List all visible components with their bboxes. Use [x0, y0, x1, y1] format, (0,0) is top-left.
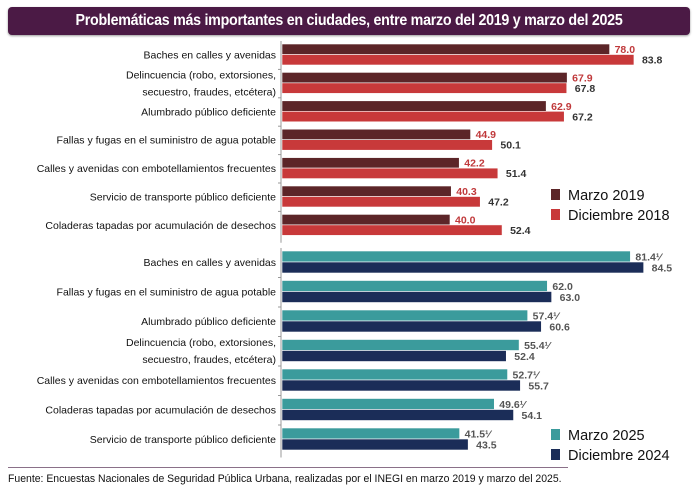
legend-swatch — [551, 429, 560, 440]
bar-diciembre-2018 — [281, 167, 499, 179]
category-label: Servicio de transporte público deficient… — [90, 192, 276, 204]
bar-diciembre-2024 — [281, 261, 644, 274]
data-label: 44.9 — [476, 129, 497, 141]
category-label: Delincuencia (robo, extorsiones, — [126, 337, 276, 349]
data-label: 78.0 — [615, 44, 636, 56]
bar-marzo-2019 — [281, 72, 568, 84]
data-label: 84.5 — [652, 263, 673, 275]
data-label: 50.1 — [500, 140, 521, 152]
category-label: Coladeras tapadas por acumulación de des… — [45, 405, 276, 417]
bar-marzo-2025 — [281, 309, 528, 322]
bar-marzo-2025 — [281, 339, 520, 351]
footer-divider — [8, 467, 568, 468]
data-label: 62.0 — [552, 281, 573, 293]
bar-diciembre-2024 — [281, 350, 507, 362]
source-note: Fuente: Encuestas Nacionales de Segurida… — [8, 473, 562, 485]
category-label: Calles y avenidas con embotellamientos f… — [37, 375, 276, 387]
data-label: 49.6¹⁄ — [499, 399, 527, 411]
category-label: Fallas y fugas en el suministro de agua … — [57, 287, 277, 299]
bar-marzo-2025 — [281, 280, 548, 292]
bar-diciembre-2024 — [281, 291, 552, 303]
bar-marzo-2025 — [281, 398, 495, 410]
data-label: 40.0 — [455, 214, 476, 226]
bar-marzo-2025 — [281, 368, 508, 381]
data-label: 60.6 — [549, 322, 570, 334]
legend-swatch — [551, 209, 560, 220]
category-label: Baches en calles y avenidas — [144, 257, 277, 269]
bar-marzo-2019 — [281, 43, 610, 55]
bar-diciembre-2018 — [281, 224, 503, 236]
bar-marzo-2019 — [281, 214, 451, 226]
bar-marzo-2019 — [281, 100, 547, 112]
category-label: secuestro, fraudes, etcétera) — [142, 86, 276, 98]
category-label: Alumbrado público deficiente — [141, 316, 276, 328]
bar-diciembre-2024 — [281, 409, 514, 421]
title-bar: Problemáticas más importantes en ciudade… — [8, 7, 690, 35]
data-label: 63.0 — [560, 292, 581, 304]
bar-marzo-2019 — [281, 185, 452, 197]
data-label: 81.4¹⁄ — [635, 252, 663, 264]
data-label: 57.4¹⁄ — [533, 311, 561, 323]
data-label: 41.5¹⁄ — [465, 429, 493, 441]
bar-diciembre-2018 — [281, 54, 635, 66]
legend-label: Marzo 2025 — [568, 428, 645, 444]
bar-diciembre-2024 — [281, 379, 521, 392]
data-label: 67.2 — [572, 111, 593, 123]
category-label: Servicio de transporte público deficient… — [90, 434, 276, 446]
data-label: 52.7¹⁄ — [513, 370, 541, 382]
data-label: 52.4 — [514, 351, 535, 363]
category-label: Coladeras tapadas por acumulación de des… — [45, 220, 276, 232]
category-label: Fallas y fugas en el suministro de agua … — [57, 135, 277, 147]
data-label: 52.4 — [510, 225, 531, 237]
data-label: 83.8 — [642, 55, 663, 67]
data-label: 51.4 — [506, 168, 527, 180]
data-label: 62.9 — [551, 101, 572, 113]
legend-swatch — [551, 189, 560, 200]
bar-marzo-2025 — [281, 250, 631, 263]
bar-diciembre-2018 — [281, 139, 493, 151]
category-label: Alumbrado público deficiente — [141, 106, 276, 118]
data-label: 43.5 — [476, 440, 497, 452]
bar-marzo-2019 — [281, 128, 471, 140]
legend-label: Diciembre 2018 — [568, 208, 670, 224]
data-label: 55.4¹⁄ — [524, 340, 552, 352]
bar-diciembre-2018 — [281, 82, 568, 94]
data-label: 42.2 — [464, 158, 485, 170]
category-label: Baches en calles y avenidas — [144, 50, 277, 62]
bar-diciembre-2018 — [281, 111, 565, 123]
legend-swatch — [551, 449, 560, 460]
bar-diciembre-2024 — [281, 438, 469, 451]
data-label: 67.8 — [575, 83, 596, 95]
legend-label: Marzo 2019 — [568, 188, 645, 204]
data-label: 47.2 — [488, 197, 509, 209]
data-label: 40.3 — [456, 186, 477, 198]
data-label: 54.1 — [522, 410, 543, 422]
data-label: 67.9 — [572, 72, 593, 84]
category-label: Calles y avenidas con embotellamientos f… — [37, 163, 276, 175]
data-label: 55.7 — [528, 381, 549, 393]
bar-diciembre-2024 — [281, 320, 542, 333]
bar-marzo-2019 — [281, 157, 460, 169]
bar-marzo-2025 — [281, 427, 460, 440]
category-label: Delincuencia (robo, extorsiones, — [126, 69, 276, 81]
bar-diciembre-2018 — [281, 196, 481, 208]
category-label: secuestro, fraudes, etcétera) — [142, 354, 276, 366]
chart-title: Problemáticas más importantes en ciudade… — [75, 12, 623, 29]
legend-label: Diciembre 2024 — [568, 448, 670, 464]
